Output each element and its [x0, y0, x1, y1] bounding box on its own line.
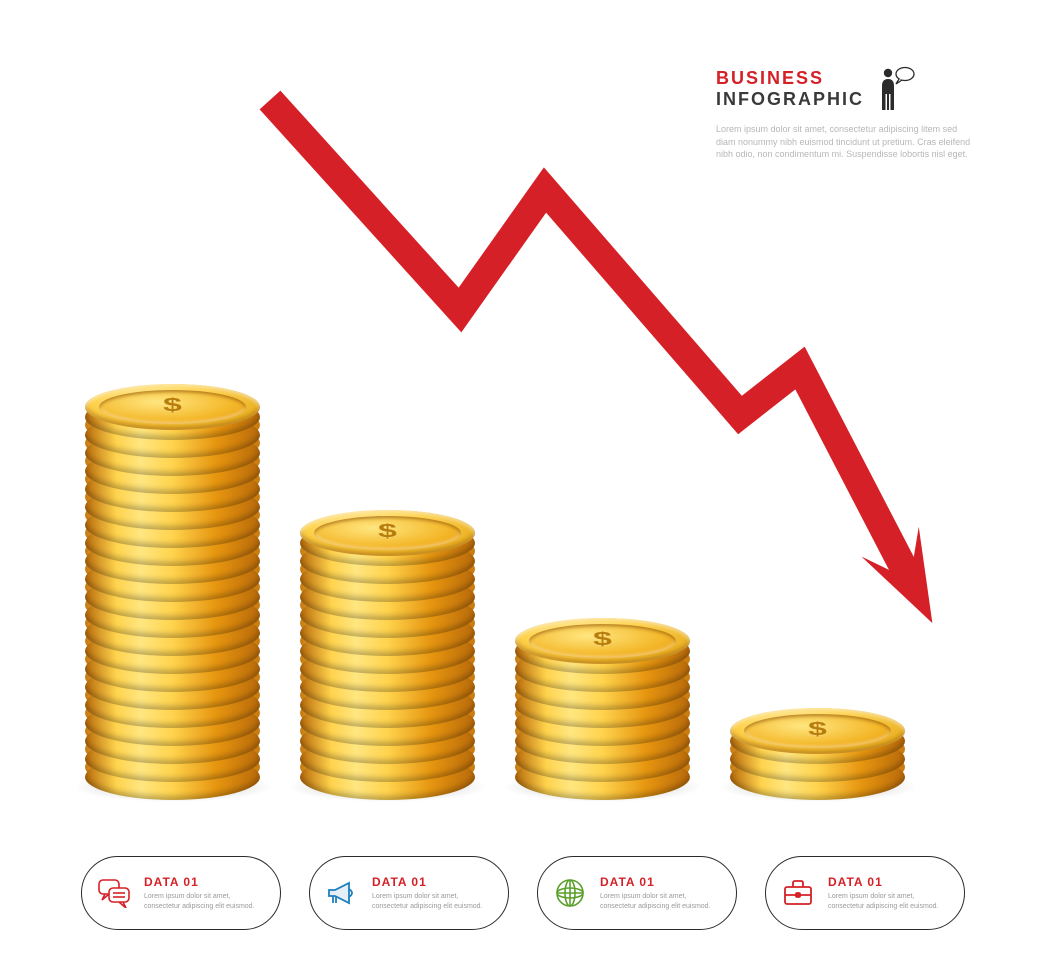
coin-stack: $: [85, 366, 260, 790]
pill-description: Lorem ipsum dolor sit amet, consectetur …: [372, 892, 490, 911]
coin-stack: $: [730, 690, 905, 790]
briefcase-icon: [780, 875, 816, 911]
coin: $: [730, 708, 905, 754]
pill-title: DATA 01: [372, 875, 490, 889]
dollar-sign: $: [808, 718, 827, 739]
globe-icon: [552, 875, 588, 911]
megaphone-icon: [324, 875, 360, 911]
coin: $: [85, 384, 260, 430]
pill-description: Lorem ipsum dolor sit amet, consectetur …: [600, 892, 718, 911]
data-pills-row: DATA 01 Lorem ipsum dolor sit amet, conse…: [0, 856, 1046, 930]
chat-bubbles-icon: [96, 875, 132, 911]
dollar-sign: $: [163, 394, 182, 415]
data-pill: DATA 01 Lorem ipsum dolor sit amet, conse…: [81, 856, 281, 930]
data-pill: DATA 01 Lorem ipsum dolor sit amet, conse…: [537, 856, 737, 930]
pill-description: Lorem ipsum dolor sit amet, consectetur …: [828, 892, 946, 911]
coin: $: [300, 510, 475, 556]
pill-text: DATA 01 Lorem ipsum dolor sit amet, conse…: [372, 875, 490, 911]
coin: $: [515, 618, 690, 664]
coin-chart: $ $ $ $: [85, 100, 965, 790]
pill-description: Lorem ipsum dolor sit amet, consectetur …: [144, 892, 262, 911]
pill-text: DATA 01 Lorem ipsum dolor sit amet, conse…: [144, 875, 262, 911]
coin-stack: $: [515, 600, 690, 790]
dollar-sign: $: [378, 520, 397, 541]
pill-title: DATA 01: [144, 875, 262, 889]
pill-title: DATA 01: [828, 875, 946, 889]
pill-text: DATA 01 Lorem ipsum dolor sit amet, conse…: [600, 875, 718, 911]
dollar-sign: $: [593, 628, 612, 649]
data-pill: DATA 01 Lorem ipsum dolor sit amet, conse…: [309, 856, 509, 930]
infographic-canvas: BUSINESS INFOGRAPHIC Lorem ipsum dolor s…: [0, 0, 1046, 980]
coin-stack: $: [300, 492, 475, 790]
pill-title: DATA 01: [600, 875, 718, 889]
pill-text: DATA 01 Lorem ipsum dolor sit amet, conse…: [828, 875, 946, 911]
data-pill: DATA 01 Lorem ipsum dolor sit amet, conse…: [765, 856, 965, 930]
header-title-line1: BUSINESS: [716, 68, 864, 89]
